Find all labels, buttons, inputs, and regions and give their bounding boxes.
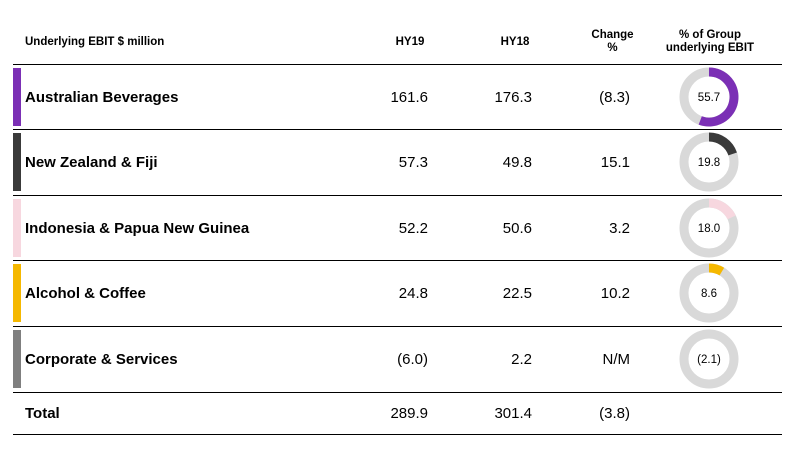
hy18-value: 49.8 (502, 154, 532, 171)
share-donut-label: 8.6 (701, 288, 717, 300)
hy18-value: 176.3 (494, 89, 532, 106)
column-header-change-line1: Change (591, 29, 634, 41)
table-row: Indonesia & Papua New Guinea 52.2 50.6 3… (0, 198, 792, 258)
segment-name: Alcohol & Coffee (25, 285, 146, 302)
column-header-hy18: HY18 (500, 36, 530, 48)
column-header-share-line2: underlying EBIT (665, 42, 755, 54)
total-hy19-value: 289.9 (390, 405, 428, 422)
column-header-share: % of Group underlying EBIT (652, 29, 768, 55)
segment-name: New Zealand & Fiji (25, 154, 158, 171)
segment-name: Australian Beverages (25, 89, 179, 106)
total-row: Total 289.9 301.4 (3.8) (0, 394, 792, 434)
hy19-value: 161.6 (390, 89, 428, 106)
segment-color-bar (13, 199, 21, 257)
total-hy18-value: 301.4 (494, 405, 532, 422)
table-row: New Zealand & Fiji 57.3 49.8 15.1 19.8 (0, 132, 792, 192)
table-row: Australian Beverages 161.6 176.3 (8.3) 5… (0, 67, 792, 127)
segment-color-bar (13, 68, 21, 126)
hy19-value: 52.2 (398, 220, 428, 237)
column-header-hy19: HY19 (395, 36, 425, 48)
share-donut-label: (2.1) (697, 354, 721, 366)
share-donut: 8.6 (679, 263, 739, 323)
hy19-value: (6.0) (397, 351, 428, 368)
segment-name: Indonesia & Papua New Guinea (25, 220, 250, 237)
change-value: 15.1 (600, 154, 630, 171)
total-label: Total (25, 405, 60, 422)
share-donut: 55.7 (679, 67, 739, 127)
column-header-share-line1: % of Group (679, 29, 741, 41)
change-value: 10.2 (600, 285, 630, 302)
segment-color-bar (13, 264, 21, 322)
change-value: 3.2 (609, 220, 630, 237)
segment-name: Corporate & Services (25, 351, 178, 368)
share-donut-label: 19.8 (698, 157, 720, 169)
table-row: Corporate & Services (6.0) 2.2 N/M (2.1) (0, 329, 792, 389)
row-divider (13, 326, 782, 327)
hy18-value: 50.6 (502, 220, 532, 237)
hy19-value: 24.8 (398, 285, 428, 302)
hy18-value: 2.2 (511, 351, 532, 368)
table-title: Underlying EBIT $ million (25, 36, 165, 48)
hy19-value: 57.3 (398, 154, 428, 171)
share-donut-label: 55.7 (698, 92, 720, 104)
row-divider (13, 195, 782, 196)
segment-color-bar (13, 330, 21, 388)
change-value: N/M (602, 351, 631, 368)
share-donut: 19.8 (679, 132, 739, 192)
header-rule (13, 64, 782, 65)
table-row: Alcohol & Coffee 24.8 22.5 10.2 8.6 (0, 263, 792, 323)
bottom-rule (13, 434, 782, 435)
hy18-value: 22.5 (502, 285, 532, 302)
column-header-change: Change % (575, 29, 650, 55)
row-divider (13, 392, 782, 393)
change-value: (8.3) (599, 89, 630, 106)
row-divider (13, 260, 782, 261)
column-header-change-line2: % (607, 42, 618, 54)
total-change-value: (3.8) (599, 405, 630, 422)
share-donut: 18.0 (679, 198, 739, 258)
row-divider (13, 129, 782, 130)
segment-color-bar (13, 133, 21, 191)
share-donut: (2.1) (679, 329, 739, 389)
share-donut-label: 18.0 (698, 223, 720, 235)
